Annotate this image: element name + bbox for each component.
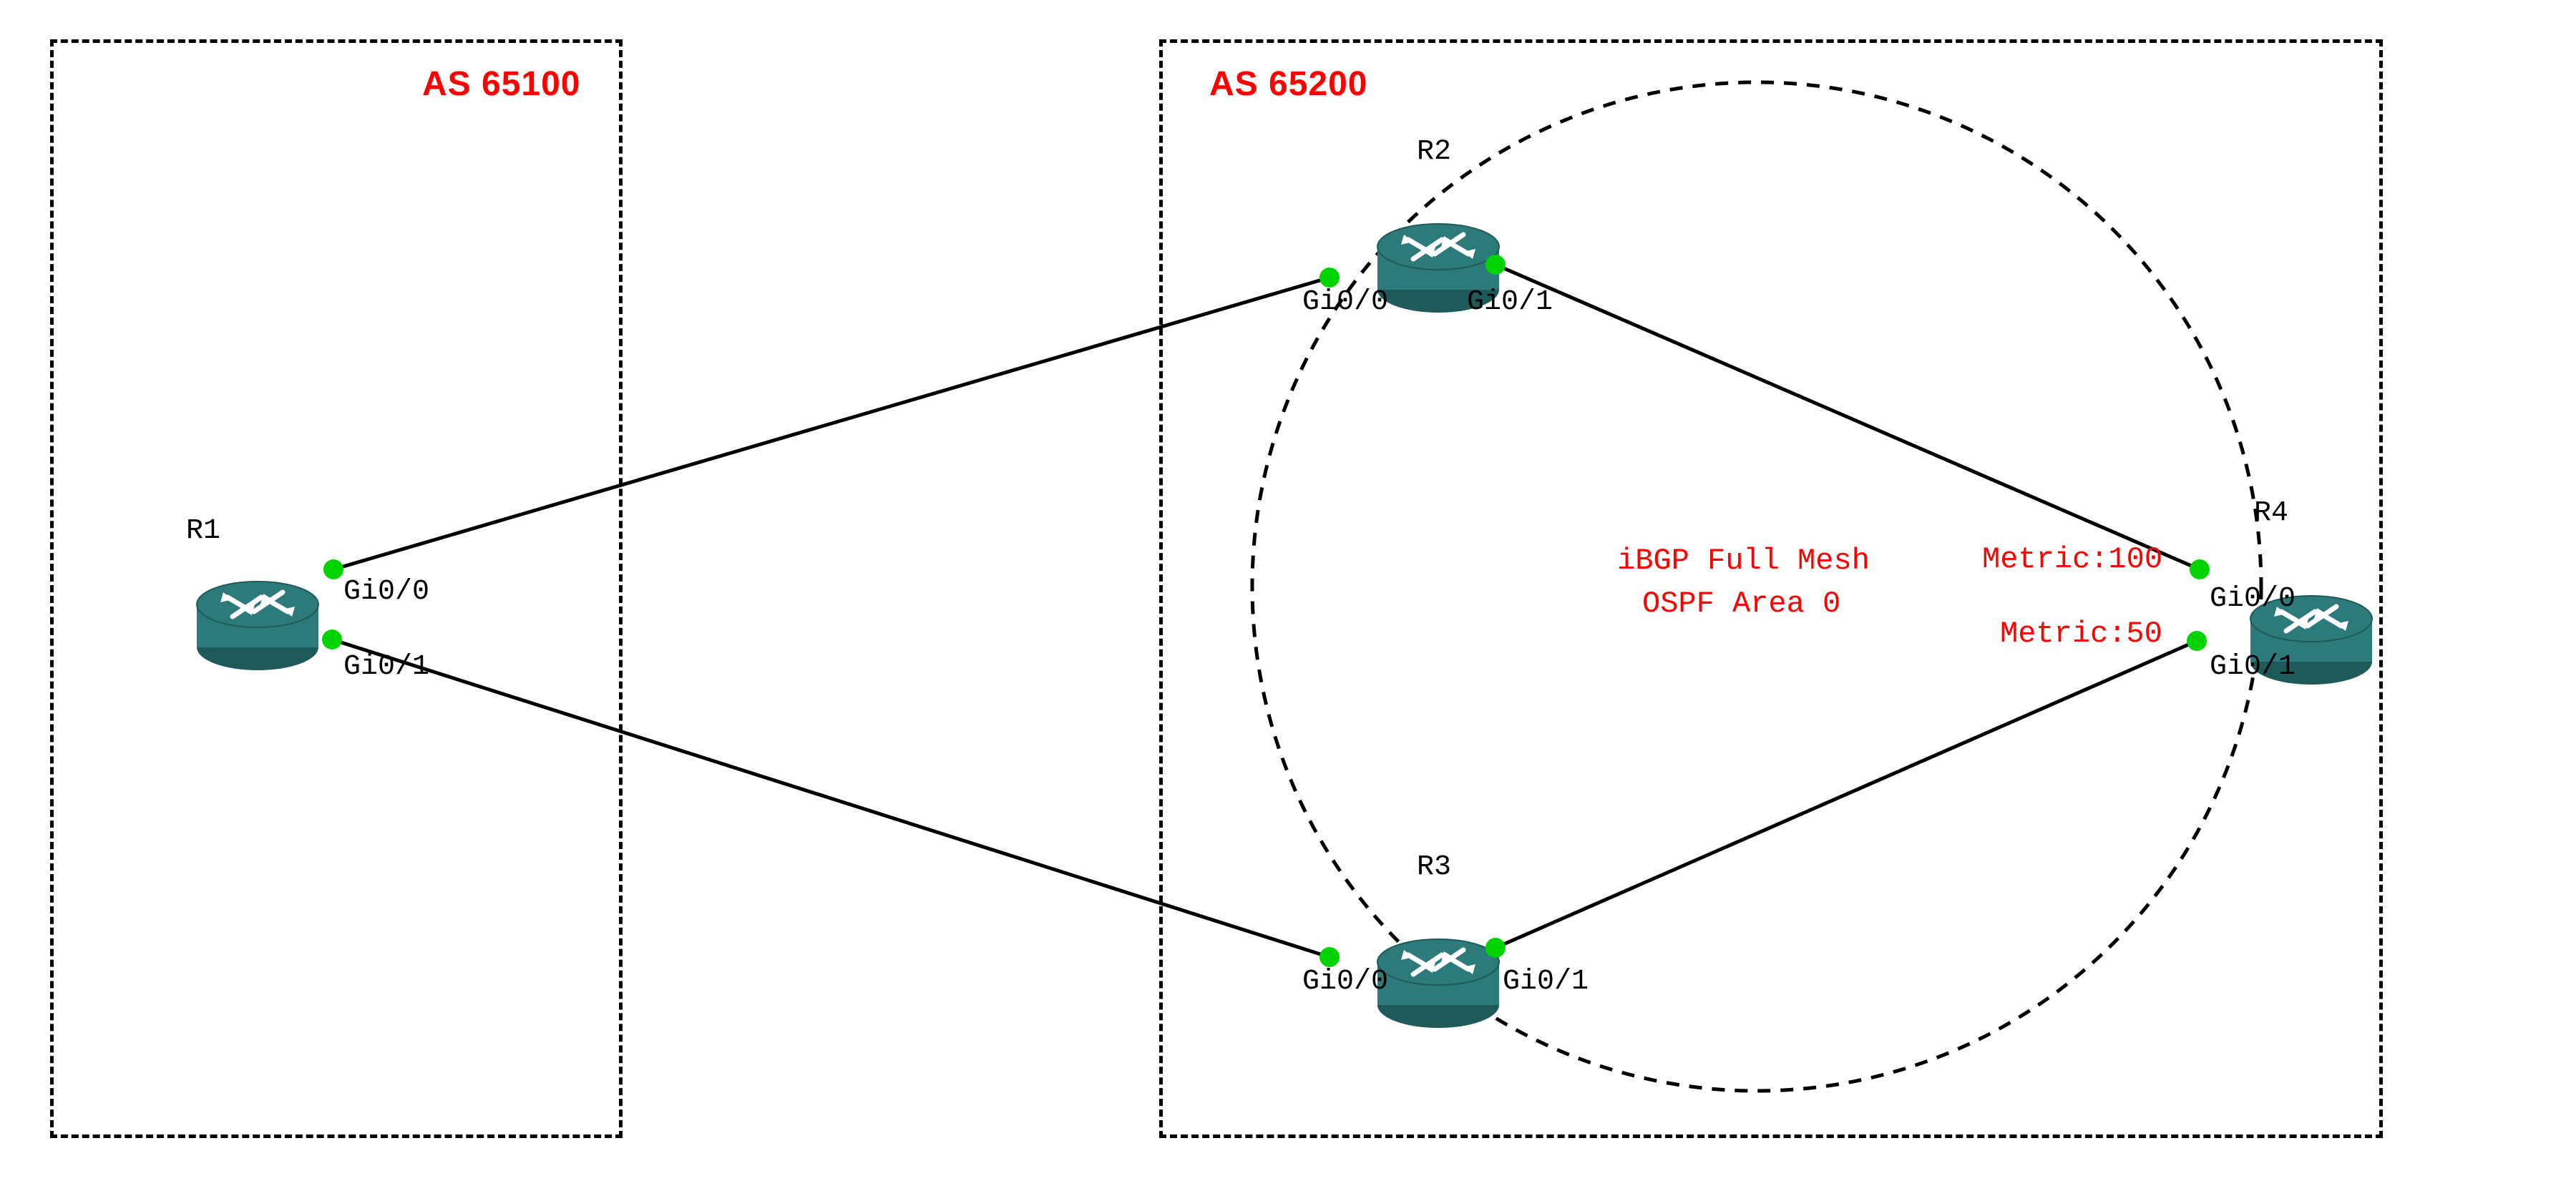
port-dot-r3-Gi0-1	[1485, 938, 1506, 958]
router-icon	[193, 572, 322, 672]
router-r1	[193, 572, 322, 672]
port-dot-r4-Gi0-0	[2190, 559, 2210, 579]
port-dot-r1-Gi0-1	[322, 629, 342, 650]
port-label-r4-Gi0-0: Gi0/0	[2210, 583, 2296, 615]
router-label-r4: R4	[2254, 497, 2288, 529]
port-dot-r1-Gi0-0	[323, 559, 343, 579]
annotation-ospf: OSPF Area 0	[1642, 587, 1840, 621]
port-label-r1-Gi0-1: Gi0/1	[343, 651, 429, 683]
port-dot-r4-Gi0-1	[2187, 631, 2207, 651]
as-label-as65100: AS 65100	[422, 64, 581, 104]
port-label-r4-Gi0-1: Gi0/1	[2210, 651, 2296, 683]
annotation-metric100: Metric:100	[1982, 542, 2162, 577]
router-label-r3: R3	[1417, 851, 1451, 883]
router-label-r1: R1	[186, 515, 220, 547]
diagram-canvas: AS 65100 AS 65200 R1	[0, 0, 2576, 1191]
as-label-as65200: AS 65200	[1209, 64, 1368, 104]
port-label-r2-Gi0-1: Gi0/1	[1467, 286, 1553, 318]
annotation-ibgp: iBGP Full Mesh	[1617, 544, 1870, 578]
port-label-r1-Gi0-0: Gi0/0	[343, 576, 429, 608]
as-box-as65100	[50, 39, 623, 1138]
port-dot-r3-Gi0-0	[1319, 947, 1340, 967]
port-label-r3-Gi0-0: Gi0/0	[1302, 966, 1388, 998]
port-dot-r2-Gi0-1	[1485, 255, 1506, 275]
port-label-r3-Gi0-1: Gi0/1	[1503, 966, 1589, 998]
port-label-r2-Gi0-0: Gi0/0	[1302, 286, 1388, 318]
port-dot-r2-Gi0-0	[1319, 268, 1340, 288]
annotation-metric50: Metric:50	[2000, 617, 2162, 651]
router-r3	[1374, 930, 1503, 1030]
router-label-r2: R2	[1417, 136, 1451, 168]
router-icon	[1374, 930, 1503, 1030]
